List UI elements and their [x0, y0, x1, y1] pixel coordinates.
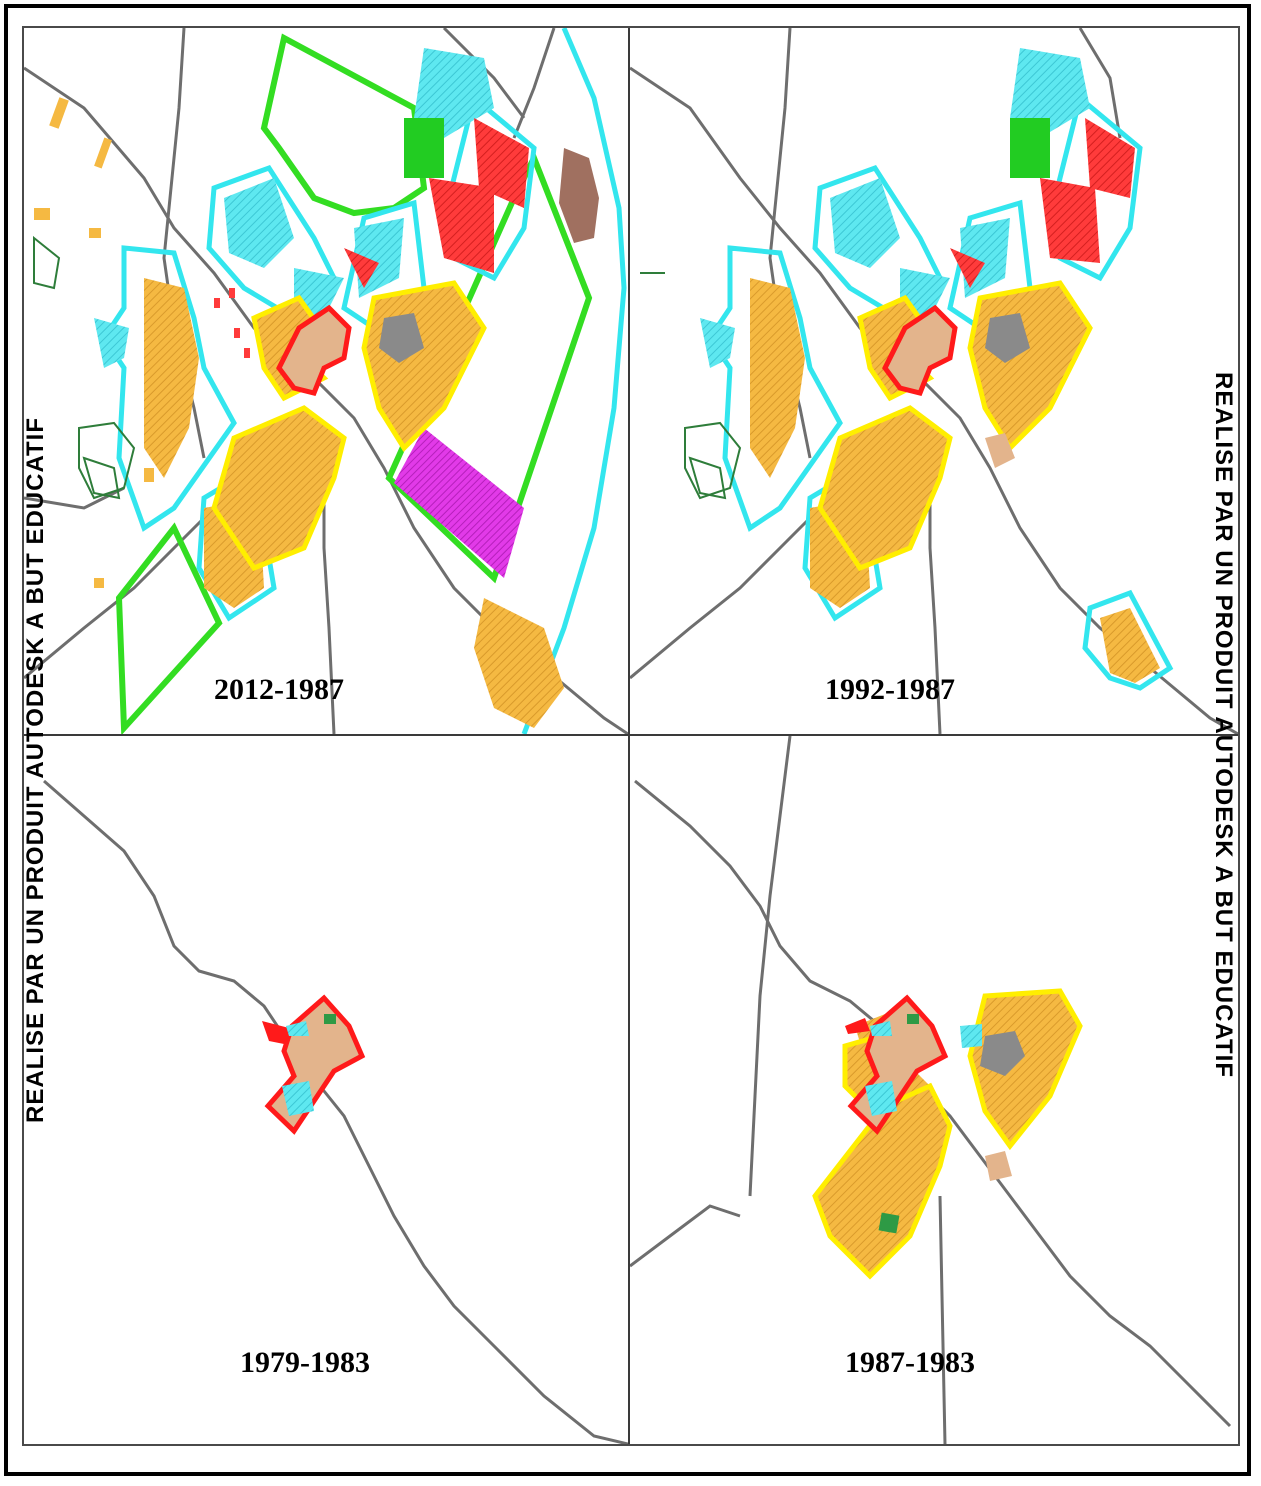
panel-label-1987-1983: 1987-1983 — [845, 1346, 975, 1379]
map-1987-1983-drawing — [630, 736, 1232, 1444]
core-red-strip — [845, 1018, 870, 1034]
facility-cyan — [870, 1021, 892, 1036]
core-1979-1983 — [882, 304, 958, 396]
facility-grey — [980, 1031, 1025, 1076]
parcel-tan — [985, 433, 1015, 468]
facilities-cyan — [700, 48, 1090, 368]
vegetation-outlines — [33, 235, 136, 500]
zone-magenta — [394, 428, 524, 578]
cyan-boundary-river — [521, 28, 627, 734]
core-1979-1983 — [276, 304, 352, 396]
facilities-red-small — [214, 288, 250, 358]
vegetation-outlines — [640, 272, 742, 500]
facilities-cyan — [94, 48, 494, 368]
facility-green — [404, 118, 444, 178]
facility-green — [907, 1014, 919, 1024]
facilities-red — [344, 118, 529, 288]
panel-label-1979-1983: 1979-1983 — [240, 1346, 370, 1379]
scattered-parcels — [34, 97, 154, 588]
panel-label-2012-1987: 2012-1987 — [214, 673, 344, 706]
facility-cyan — [960, 1024, 982, 1048]
map-panel-2012-1987: 2012-1987 — [24, 28, 628, 734]
facility-cyan — [865, 1081, 897, 1116]
panel-label-1992-1987: 1992-1987 — [825, 673, 955, 706]
facility-grey — [379, 313, 424, 363]
map-frame — [22, 26, 1240, 1446]
facilities-red — [950, 118, 1135, 288]
watermark-left: REALISE PAR UN PRODUIT AUTODESK A BUT ED… — [22, 416, 49, 1124]
vertical-divider — [628, 28, 630, 1444]
map-panel-1987-1983: 1987-1983 — [630, 736, 1238, 1444]
facility-brown — [559, 148, 599, 243]
core-1979-1983 — [264, 994, 366, 1135]
facility-cyan — [282, 1081, 314, 1116]
map-1979-1983-drawing — [43, 779, 628, 1444]
facility-green — [1010, 118, 1050, 178]
horizontal-divider — [24, 734, 1238, 736]
facility-green — [324, 1014, 336, 1024]
map-2012-1987-drawing — [24, 28, 628, 734]
facility-cyan — [286, 1021, 309, 1036]
facility-grey — [985, 313, 1030, 363]
map-panel-1979-1983: 1979-1983 — [24, 736, 628, 1444]
map-panel-1992-1987: 1992-1987 — [630, 28, 1238, 734]
map-1992-1987-drawing — [630, 28, 1238, 734]
watermark-right: REALISE PAR UN PRODUIT AUTODESK A BUT ED… — [1210, 371, 1237, 1079]
outer-frame — [4, 4, 1251, 1476]
main-road — [43, 779, 628, 1444]
parcel-tan — [985, 1151, 1012, 1181]
facility-green — [878, 1212, 900, 1234]
